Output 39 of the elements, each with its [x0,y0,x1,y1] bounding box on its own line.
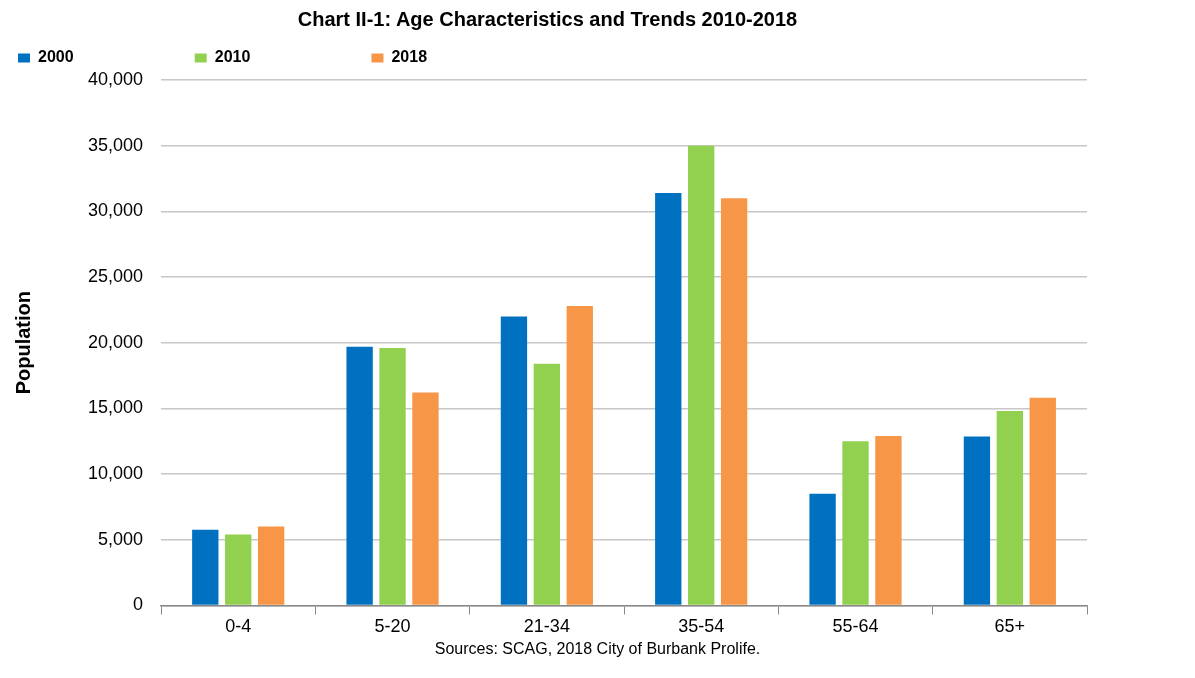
bar [963,436,991,605]
y-tick-label: 25,000 [87,265,144,286]
bar [875,435,902,605]
y-tick-label: 30,000 [87,200,144,221]
bar [842,441,869,605]
x-tick-label: 55-64 [832,616,879,637]
bar [257,526,285,605]
bar [655,192,682,605]
bar [500,316,528,605]
bar [379,347,406,605]
bar [192,529,219,605]
y-tick-label: 10,000 [87,463,144,484]
source-note: Sources: SCAG, 2018 City of Burbank Prolife. [433,640,762,658]
y-tick-label: 15,000 [87,397,144,418]
bar [412,392,439,605]
y-tick-label: 0 [133,594,144,615]
y-tick-label: 20,000 [87,331,144,352]
y-tick-label: 35,000 [87,134,144,155]
legend-label: 2000 [38,48,185,66]
bar [566,305,593,605]
x-tick-label: 5-20 [374,616,411,637]
legend-label: 2010 [214,48,362,66]
bar [225,534,252,605]
bar [1029,397,1056,605]
y-axis-title: Population [11,291,34,395]
bar [688,145,715,605]
y-tick-label: 5,000 [98,528,144,549]
bar [720,198,748,605]
y-tick-label: 40,000 [87,68,144,89]
x-tick-label: 0-4 [225,616,252,637]
bar [809,493,836,605]
chart-title: Chart II-1: Age Characteristics and Trends 2010-2018 [297,7,798,30]
legend-label: 2018 [391,48,539,66]
x-tick-label: 65+ [994,616,1026,637]
x-tick-label: 21-34 [523,616,570,637]
bar [533,363,561,605]
bar [346,346,373,605]
x-tick-label: 35-54 [678,616,725,637]
bar [996,411,1024,605]
